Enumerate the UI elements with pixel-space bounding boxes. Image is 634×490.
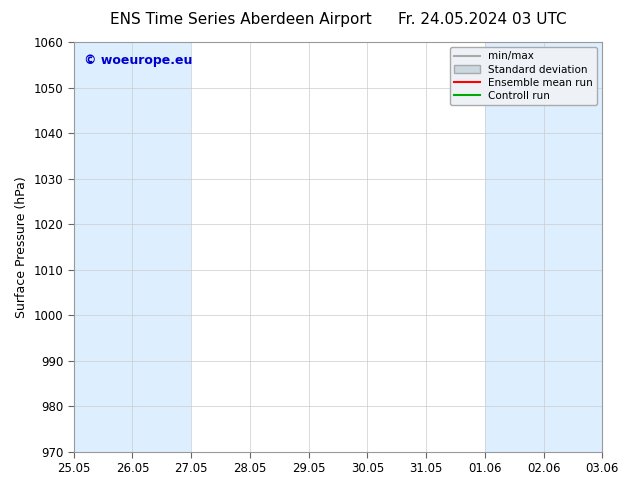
Legend: min/max, Standard deviation, Ensemble mean run, Controll run: min/max, Standard deviation, Ensemble me… [450,47,597,105]
Y-axis label: Surface Pressure (hPa): Surface Pressure (hPa) [15,176,28,318]
Bar [74,42,191,452]
Text: Fr. 24.05.2024 03 UTC: Fr. 24.05.2024 03 UTC [398,12,566,27]
Text: © woeurope.eu: © woeurope.eu [84,54,193,67]
Text: ENS Time Series Aberdeen Airport: ENS Time Series Aberdeen Airport [110,12,372,27]
Bar [485,42,602,452]
